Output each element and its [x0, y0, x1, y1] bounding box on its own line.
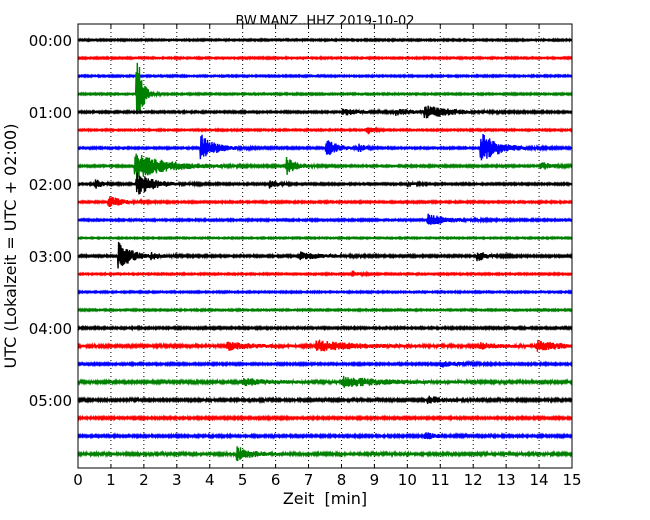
y-tick-label: 00:00 [29, 32, 72, 50]
trace-0045 [77, 62, 573, 115]
x-tick-label: 3 [172, 471, 182, 489]
y-tick-label: 03:00 [29, 248, 72, 266]
trace-0100 [77, 105, 573, 119]
x-tick-label: 13 [497, 471, 516, 489]
trace-0000 [77, 37, 573, 43]
trace-0130 [77, 133, 573, 161]
y-tick-label: 02:00 [29, 176, 72, 194]
seismic-traces [77, 37, 573, 462]
trace-0030 [77, 73, 573, 79]
trace-0545 [77, 446, 573, 462]
trace-0230 [77, 213, 573, 225]
trace-0245 [77, 235, 573, 241]
x-tick-label: 15 [562, 471, 581, 489]
x-axis-label: Zeit [min] [283, 489, 367, 508]
x-axis-ticks: 0 1 2 3 4 5 6 7 8 9 10 11 12 13 14 15 [73, 24, 582, 489]
x-tick-label: 4 [205, 471, 215, 489]
trace-0500 [77, 395, 573, 404]
x-tick-label: 5 [238, 471, 248, 489]
x-tick-label: 2 [139, 471, 149, 489]
x-tick-label: 14 [530, 471, 549, 489]
trace-0215 [77, 196, 573, 207]
plot-frame [77, 23, 573, 469]
x-tick-label: 6 [271, 471, 281, 489]
y-tick-label: 01:00 [29, 104, 72, 122]
trace-0515 [77, 414, 573, 422]
x-tick-label: 9 [370, 471, 380, 489]
y-tick-label: 04:00 [29, 320, 72, 338]
trace-0315 [77, 270, 573, 278]
trace-0330 [77, 289, 573, 295]
x-tick-label: 0 [73, 471, 83, 489]
trace-0400 [77, 324, 573, 332]
trace-0115 [77, 126, 573, 135]
x-tick-label: 7 [304, 471, 314, 489]
trace-0015 [77, 55, 573, 61]
trace-0300 [77, 241, 573, 269]
trace-0145 [77, 153, 573, 180]
trace-0445 [77, 375, 573, 388]
x-tick-label: 1 [106, 471, 116, 489]
y-axis-label: UTC (Lokalzeit = UTC + 02:00) [1, 124, 20, 369]
plot-area [78, 24, 572, 468]
x-tick-label: 11 [431, 471, 450, 489]
x-tick-label: 10 [398, 471, 417, 489]
trace-0345 [77, 307, 573, 313]
trace-0200 [77, 172, 573, 195]
x-tick-label: 12 [464, 471, 483, 489]
trace-0415 [77, 339, 573, 352]
y-axis-ticks: 00:00 01:00 02:00 03:00 04:00 05:00 [29, 32, 82, 410]
trace-0430 [77, 359, 573, 368]
y-tick-label: 05:00 [29, 392, 72, 410]
x-tick-label: 8 [337, 471, 347, 489]
trace-0530 [77, 432, 573, 440]
